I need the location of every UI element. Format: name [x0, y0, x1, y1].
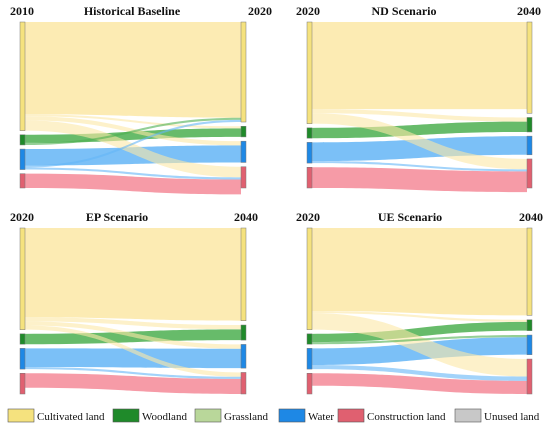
end-year-label: 2040 — [519, 210, 543, 224]
flow-construction-to-construction — [25, 373, 241, 394]
end-node-woodland — [526, 319, 533, 331]
flow-water-to-construction — [25, 167, 241, 180]
legend-swatch-cultivated — [7, 408, 35, 423]
legend-label-woodland: Woodland — [142, 411, 187, 423]
end-node-water — [240, 140, 247, 163]
end-node-woodland — [240, 324, 247, 341]
start-node-water — [306, 142, 313, 164]
end-node-water — [240, 344, 247, 369]
flows — [25, 228, 241, 394]
panel-4: UE Scenario 2020 2040 — [296, 210, 543, 395]
flow-water-to-water — [25, 145, 241, 166]
flow-cultivated-to-woodland — [25, 114, 241, 129]
flow-construction-to-construction — [25, 173, 241, 195]
flow-woodland-to-cultivated — [25, 117, 241, 145]
flow-water-to-construction — [312, 161, 527, 172]
flows — [25, 22, 241, 195]
end-node-cultivated — [240, 21, 247, 123]
panel-title: ND Scenario — [372, 4, 437, 18]
start-year-label: 2020 — [296, 210, 320, 224]
end-year-label: 2040 — [517, 4, 541, 18]
start-node-water — [306, 348, 313, 370]
end-node-construction — [240, 166, 247, 189]
start-node-construction — [306, 167, 313, 189]
flow-water-to-construction — [25, 367, 241, 379]
start-node-woodland — [19, 134, 26, 146]
flow-cultivated-to-cultivated — [312, 22, 527, 110]
flow-water-to-cultivated — [25, 119, 241, 168]
flow-cultivated-to-water — [25, 321, 241, 349]
flow-cultivated-to-construction — [312, 313, 527, 377]
flow-woodland-to-water — [312, 335, 527, 345]
start-node-construction — [19, 373, 26, 395]
end-year-label: 2020 — [248, 4, 272, 18]
panel-1: Historical Baseline 2010 2020 — [10, 4, 272, 195]
flows — [312, 228, 527, 394]
start-node-woodland — [19, 333, 26, 345]
flow-cultivated-to-cultivated — [25, 22, 241, 118]
start-node-construction — [306, 373, 313, 395]
start-node-cultivated — [306, 21, 313, 124]
flow-cultivated-to-construction — [25, 120, 241, 178]
panel-title: UE Scenario — [378, 210, 442, 224]
legend-label-cultivated: Cultivated land — [37, 411, 105, 423]
flow-cultivated-to-woodland — [312, 109, 527, 122]
end-year-label: 2040 — [234, 210, 258, 224]
flow-cultivated-to-woodland — [25, 317, 241, 330]
flow-woodland-to-woodland — [25, 128, 241, 143]
legend: Cultivated land Woodland Grassland Water Con… — [7, 408, 540, 423]
flow-cultivated-to-woodland — [312, 311, 527, 322]
panel-2: ND Scenario 2020 2040 — [296, 4, 541, 193]
legend-label-construction: Construction land — [367, 411, 446, 423]
panel-3: EP Scenario 2020 2040 — [10, 210, 258, 395]
legend-swatch-woodland — [112, 408, 140, 423]
start-node-cultivated — [306, 227, 313, 330]
legend-swatch-unused — [454, 408, 482, 423]
legend-swatch-construction — [337, 408, 365, 423]
start-node-cultivated — [19, 227, 26, 330]
flow-woodland-to-woodland — [312, 321, 527, 343]
start-node-woodland — [306, 333, 313, 345]
end-node-construction — [240, 372, 247, 395]
panel-title: Historical Baseline — [84, 4, 181, 18]
start-node-construction — [19, 173, 26, 189]
end-node-cultivated — [240, 227, 247, 321]
flow-cultivated-to-cultivated — [25, 228, 241, 321]
end-node-water — [526, 135, 533, 156]
flow-water-to-water — [25, 348, 241, 369]
flow-cultivated-to-construction — [25, 325, 241, 377]
end-node-cultivated — [526, 21, 533, 114]
flow-woodland-to-woodland — [312, 121, 527, 139]
end-node-woodland — [240, 126, 247, 138]
start-year-label: 2020 — [10, 210, 34, 224]
start-node-water — [19, 348, 26, 370]
start-year-label: 2010 — [10, 4, 34, 18]
end-node-cultivated — [526, 227, 533, 316]
start-year-label: 2020 — [296, 4, 320, 18]
end-node-construction — [526, 358, 533, 395]
flow-water-to-construction — [312, 364, 527, 381]
legend-swatch-water — [278, 408, 306, 423]
end-node-water — [526, 334, 533, 355]
legend-label-unused: Unused land — [484, 411, 540, 423]
flow-cultivated-to-cultivated — [312, 228, 527, 316]
flow-construction-to-construction — [312, 373, 527, 394]
panel-title: EP Scenario — [86, 210, 148, 224]
start-node-water — [19, 148, 26, 170]
flow-cultivated-to-construction — [312, 113, 527, 170]
start-node-woodland — [306, 127, 313, 139]
start-node-cultivated — [19, 21, 26, 131]
legend-label-grassland: Grassland — [224, 411, 268, 423]
legend-label-water: Water — [308, 411, 334, 423]
flow-construction-to-construction — [312, 167, 527, 193]
flows — [312, 22, 527, 193]
legend-swatch-grassland — [194, 408, 222, 423]
end-node-construction — [526, 158, 533, 189]
end-node-woodland — [526, 117, 533, 133]
